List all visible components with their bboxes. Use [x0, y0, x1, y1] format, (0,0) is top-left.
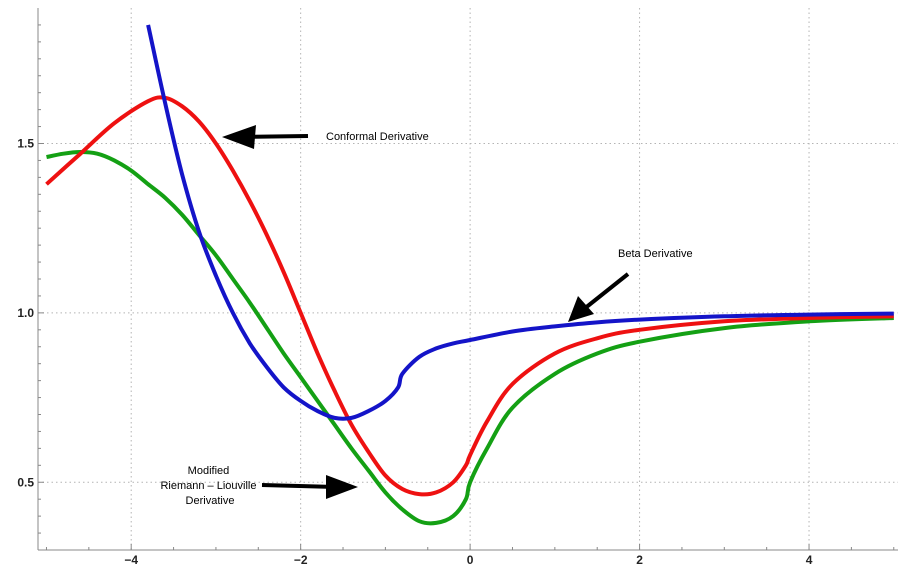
annotations: Conformal Derivative Beta Derivative Mod…: [160, 125, 693, 507]
conformal-annotation: Conformal Derivative: [222, 125, 429, 149]
x-tick-label: −4: [124, 553, 138, 567]
x-tick-label: 4: [806, 553, 813, 567]
beta-arrow: [582, 272, 630, 311]
riemann-arrow: [261, 483, 337, 489]
conformal-arrowhead: [222, 125, 256, 149]
y-tick-label: 1.5: [17, 137, 34, 151]
axes: −4 −2 0 2 4 0.5 1.0 1.5: [17, 8, 898, 567]
series-line-conformal: [45, 95, 894, 497]
riemann-annotation: Modified Riemann – Liouville Derivative: [160, 465, 358, 507]
series-line-beta: [146, 24, 894, 421]
series-line-riemann: [46, 150, 894, 526]
riemann-label: Modified Riemann – Liouville Derivative: [160, 465, 259, 507]
conformal-label: Conformal Derivative: [326, 131, 429, 143]
x-tick-label: −2: [294, 553, 308, 567]
x-tick-label: 0: [467, 553, 474, 567]
y-tick-label: 0.5: [17, 475, 34, 489]
riemann-arrowhead: [326, 475, 358, 499]
series-group: [45, 24, 894, 526]
beta-annotation: Beta Derivative: [568, 248, 693, 322]
y-tick-label: 1.0: [17, 306, 34, 320]
beta-label: Beta Derivative: [618, 248, 693, 260]
x-tick-label: 2: [636, 553, 643, 567]
beta-arrowhead: [568, 296, 594, 322]
grid: [38, 8, 898, 550]
